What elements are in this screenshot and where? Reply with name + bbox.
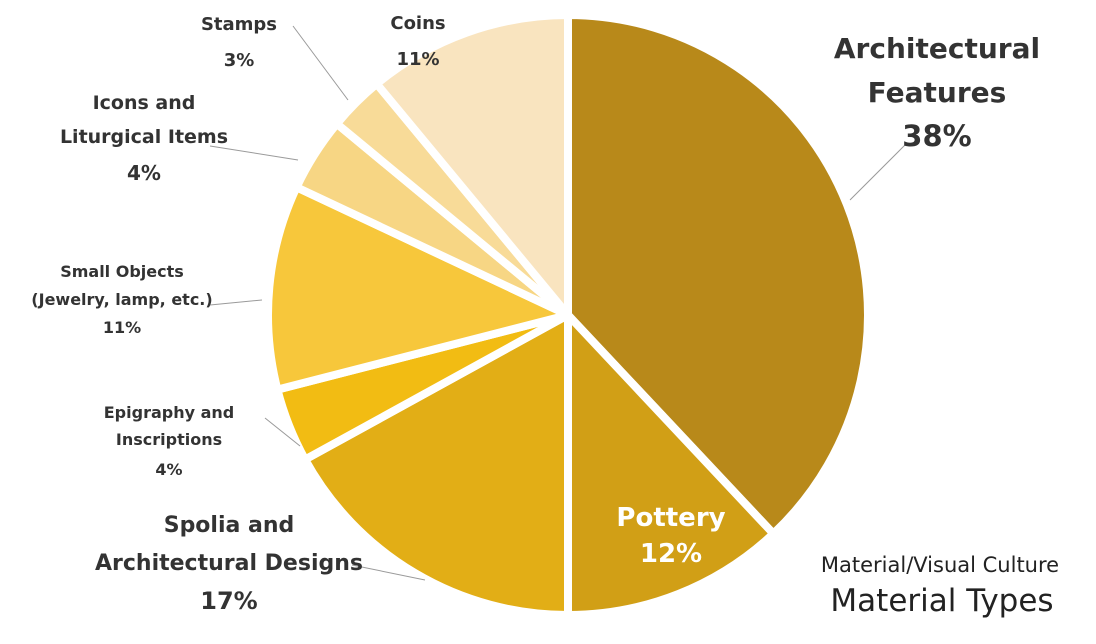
- leader-line: [351, 564, 426, 581]
- slice-percent-label: 4%: [155, 460, 182, 479]
- slice-percent-label: 12%: [640, 539, 702, 569]
- pie-slice: [564, 311, 778, 619]
- slice-category-label: Small Objects: [60, 262, 184, 281]
- leader-line: [209, 299, 263, 306]
- pie-slice: [301, 311, 572, 619]
- pie-slice: [372, 11, 572, 319]
- slice-category-label: Epigraphy and: [104, 403, 235, 422]
- slice-category-label: Inscriptions: [116, 430, 222, 449]
- caption-title: Material Types: [830, 583, 1053, 619]
- pie-slice: [264, 183, 572, 394]
- leader-line: [849, 144, 906, 201]
- slice-category-label: Stamps: [201, 14, 277, 35]
- slice-percent-label: 4%: [127, 161, 161, 185]
- slice-percent-label: 3%: [224, 50, 255, 71]
- slice-percent-label: 38%: [902, 119, 971, 153]
- slice-category-label: Architectural: [834, 32, 1040, 65]
- slice-category-label: (Jewelry, lamp, etc.): [31, 290, 212, 309]
- caption-subtitle: Material/Visual Culture: [821, 553, 1059, 577]
- slice-category-label: Spolia and: [164, 513, 295, 538]
- slice-percent-label: 11%: [103, 318, 141, 337]
- leader-line: [209, 145, 299, 161]
- slice-percent-label: 17%: [200, 587, 257, 615]
- leader-line: [292, 25, 349, 101]
- slice-category-label: Coins: [390, 13, 445, 34]
- slice-category-label: Icons and: [93, 92, 196, 114]
- pie-slice: [564, 11, 872, 538]
- slice-category-label: Pottery: [616, 503, 725, 533]
- slice-category-label: Features: [868, 76, 1007, 109]
- leader-line: [264, 417, 301, 447]
- slice-category-label: Liturgical Items: [60, 126, 228, 148]
- slice-labels: Architectural Features 38% Pottery 12% Spolia…: [31, 13, 1040, 615]
- slice-percent-label: 11%: [396, 49, 439, 70]
- slice-category-label: Architectural Designs: [95, 551, 363, 576]
- pie-slices: [264, 11, 872, 619]
- leader-lines: [209, 25, 906, 581]
